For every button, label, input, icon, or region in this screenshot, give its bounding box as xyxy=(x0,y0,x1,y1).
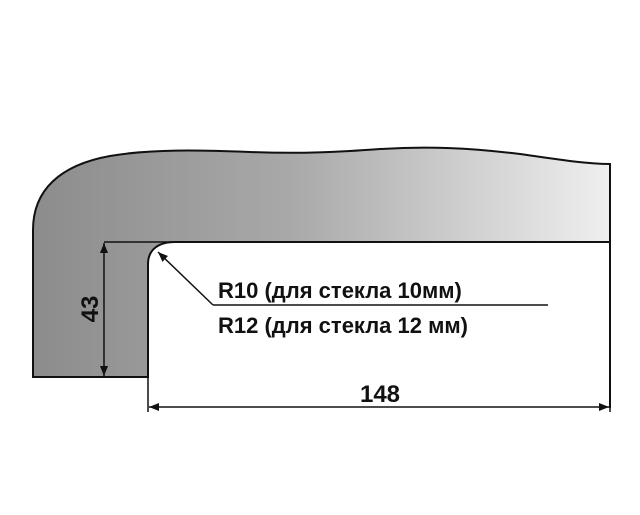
radius-note-line2: R12 (для стекла 12 мм) xyxy=(218,313,468,338)
profile-body xyxy=(32,146,611,378)
height-dimension-label: 43 xyxy=(77,296,104,323)
radius-leader-line xyxy=(157,251,214,306)
width-dimension-label: 148 xyxy=(360,381,400,408)
radius-note-line1: R10 (для стекла 10мм) xyxy=(218,278,462,303)
